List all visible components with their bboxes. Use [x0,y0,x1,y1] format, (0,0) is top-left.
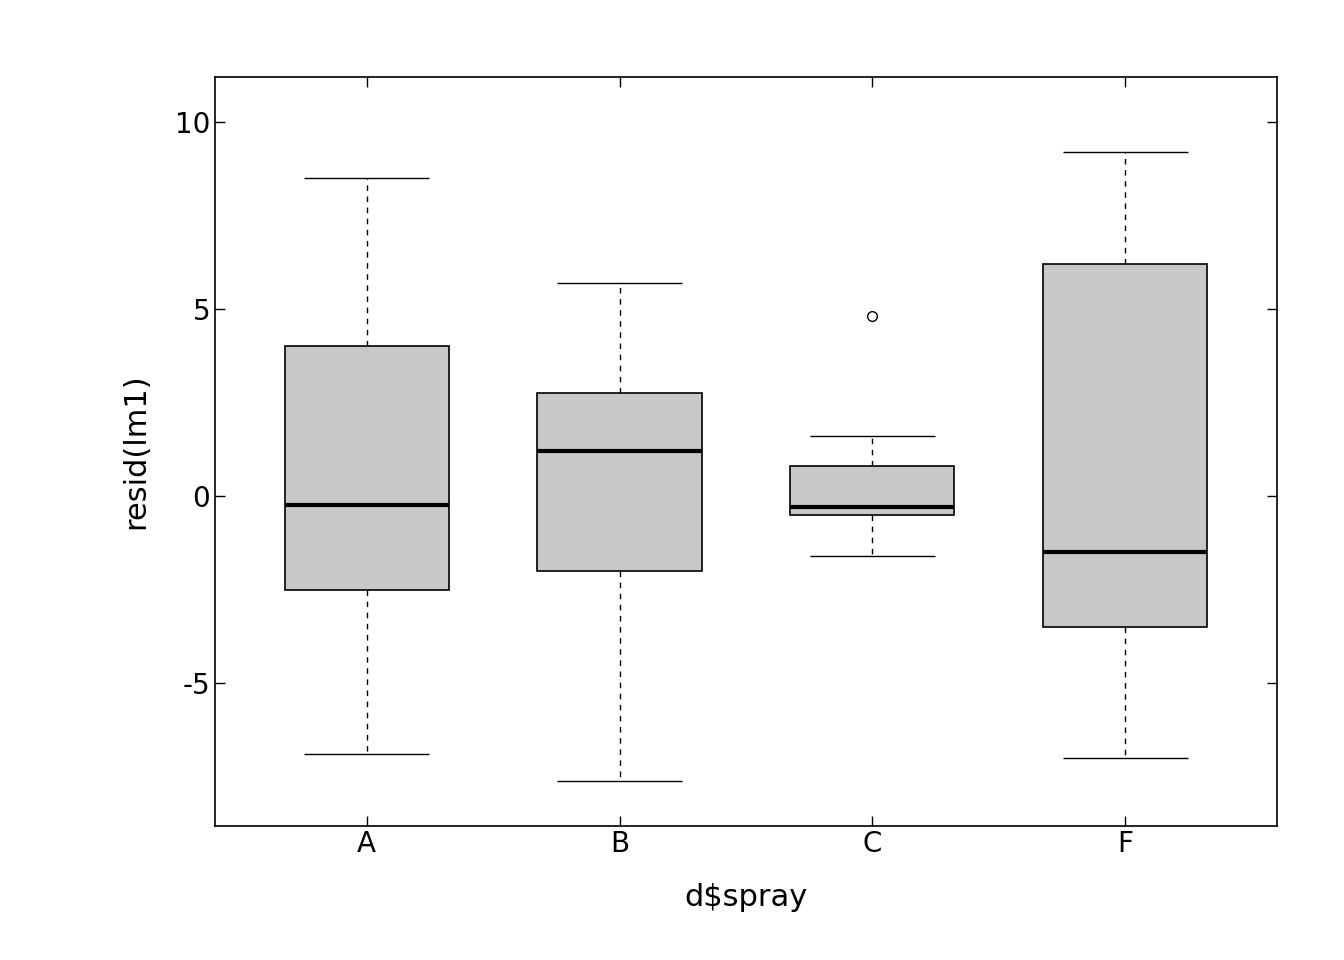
X-axis label: d$spray: d$spray [684,883,808,912]
Bar [285,347,449,589]
Bar [1043,264,1207,627]
Bar [538,394,702,571]
Bar [790,467,954,515]
Y-axis label: resid(lm1): resid(lm1) [121,373,149,529]
